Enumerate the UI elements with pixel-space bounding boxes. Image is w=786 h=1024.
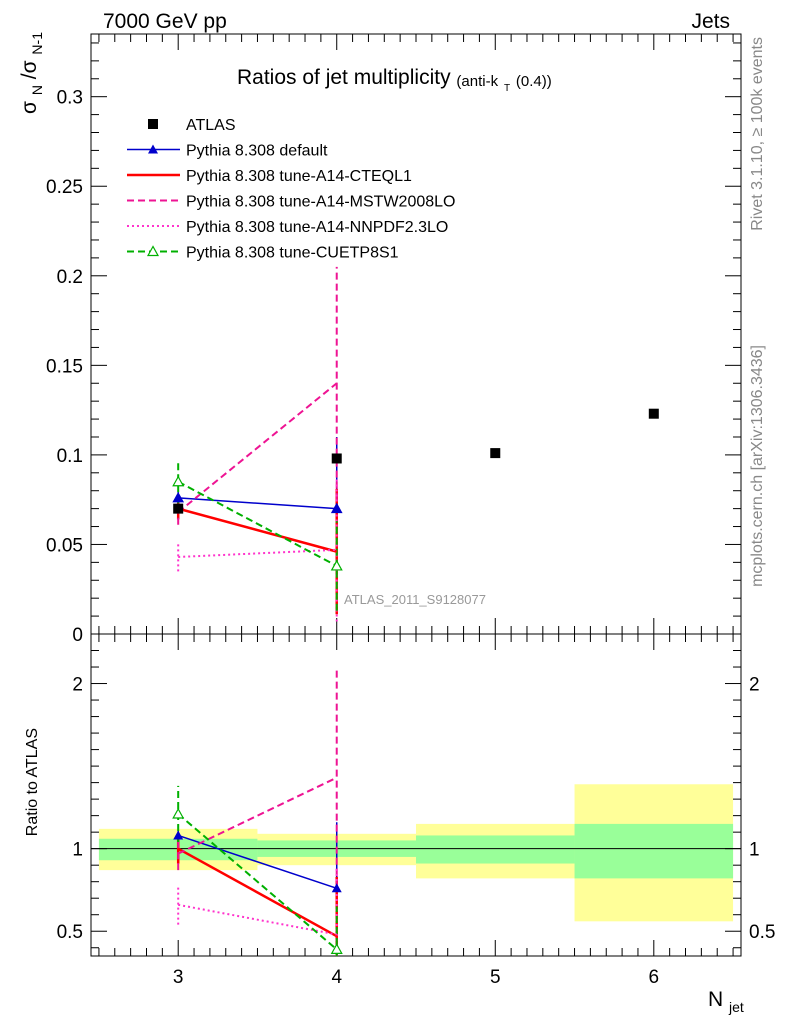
ratio-marker: [173, 830, 184, 840]
atlas-point: [648, 408, 659, 419]
main-error-bars: [176, 266, 338, 622]
ratio-ylabel: Ratio to ATLAS: [24, 728, 41, 836]
main-ylabel: σ N /σ N-1: [18, 32, 47, 114]
ylabel-Nm1: N-1: [29, 32, 45, 55]
main-marker: [330, 502, 343, 514]
title-sub: (anti-k: [456, 73, 498, 90]
main-panel: 0 0.05 0.1 0.15 0.2 0.25 0.3 ATLAS_2011_S91280…: [46, 33, 742, 646]
watermark: ATLAS_2011_S9128077: [344, 592, 486, 607]
ratio-marker: [330, 943, 343, 954]
legend-marker: [148, 144, 158, 154]
legend-label: Pythia 8.308 tune-CUETP8S1: [186, 245, 399, 262]
ratio-band-inner: [416, 835, 575, 864]
main-marker: [172, 475, 185, 487]
title-sub-end: (0.4)): [516, 73, 552, 90]
main-series-line: [177, 382, 338, 513]
title-main: Ratios of jet multiplicity: [237, 66, 451, 89]
y-tick-label: 0.15: [46, 356, 83, 377]
y-tick-label: 0: [72, 625, 83, 646]
main-axes: 0 0.05 0.1 0.15 0.2 0.25 0.3: [46, 33, 742, 646]
main-series-line: [178, 548, 337, 558]
atlas-point: [331, 453, 342, 464]
ratio-y-tick-label: 2: [72, 675, 83, 696]
xlabel-sub: jet: [728, 999, 744, 1015]
x-tick-label: 3: [173, 967, 184, 988]
y-tick-label: 0.05: [46, 535, 83, 556]
y-tick-label: 0.1: [57, 446, 83, 467]
ratio-series-line: [178, 903, 337, 936]
ratio-band-inner: [574, 823, 734, 879]
x-tick-label: 4: [331, 967, 342, 988]
ratio-series-line: [177, 847, 338, 938]
main-series-line: [177, 507, 338, 553]
ratio-bands: [98, 784, 734, 922]
mcplots-label: mcplots.cern.ch [arXiv:1306.3436]: [749, 345, 766, 587]
ratio-series-lines: [177, 776, 338, 951]
ratio-series-line: [177, 776, 338, 855]
ratio-series-line: [177, 813, 338, 951]
legend-label: Pythia 8.308 tune-A14-CTEQL1: [186, 168, 412, 185]
x-tick-label: 6: [649, 967, 660, 988]
atlas-data-points: [173, 408, 659, 514]
ratio-series-line: [177, 834, 337, 890]
ratio-y-tick-label: 2: [749, 675, 760, 696]
header-right: Jets: [691, 10, 730, 33]
title-sub-T: T: [504, 83, 510, 94]
rivet-label: Rivet 3.1.10, ≥ 100k events: [749, 37, 766, 231]
legend-label: ATLAS: [186, 117, 236, 134]
legend: ATLAS Pythia 8.308 default Pythia 8.308 tu…: [127, 117, 455, 262]
y-tick-label: 0.25: [46, 177, 83, 198]
ratio-y-tick-label: 0.5: [749, 922, 775, 943]
legend-marker: [146, 245, 160, 257]
main-marker: [172, 491, 185, 503]
chart-title: Ratios of jet multiplicity (anti-k T (0.…: [237, 66, 552, 96]
y-tick-label: 0.3: [57, 88, 83, 109]
atlas-point: [490, 448, 501, 459]
ratio-marker: [331, 883, 342, 893]
ratio-y-tick-label: 1: [72, 840, 83, 861]
ratio-error-bars: [176, 668, 338, 956]
legend-marker: [148, 119, 158, 129]
ratio-axes: 0.5 0.5 1 1 2 2 3 4 5 6: [57, 633, 775, 988]
main-series-lines: [177, 382, 338, 567]
main-marker: [330, 559, 343, 571]
legend-label: Pythia 8.308 default: [186, 143, 328, 160]
ratio-marker: [172, 807, 185, 819]
ylabel-N: N: [29, 85, 45, 95]
main-series-line: [177, 480, 338, 567]
ratio-panel: 0.5 0.5 1 1 2 2 3 4 5 6: [57, 633, 775, 988]
legend-label: Pythia 8.308 tune-A14-NNPDF2.3LO: [186, 219, 448, 236]
ylabel-slash: /σ: [18, 60, 41, 79]
y-tick-label: 0.2: [57, 267, 83, 288]
header-left: 7000 GeV pp: [103, 10, 227, 33]
ratio-y-tick-label: 0.5: [57, 922, 83, 943]
xlabel-N: N: [708, 988, 723, 1011]
main-series-line: [178, 497, 337, 510]
x-axis-label: N jet: [708, 988, 744, 1015]
ratio-y-tick-label: 1: [749, 840, 760, 861]
ratio-markers: [172, 807, 343, 954]
x-tick-label: 5: [490, 967, 501, 988]
legend-label: Pythia 8.308 tune-A14-MSTW2008LO: [186, 194, 455, 211]
main-markers: [172, 475, 343, 571]
atlas-point: [173, 503, 184, 514]
ylabel-sigma: σ: [18, 101, 41, 114]
